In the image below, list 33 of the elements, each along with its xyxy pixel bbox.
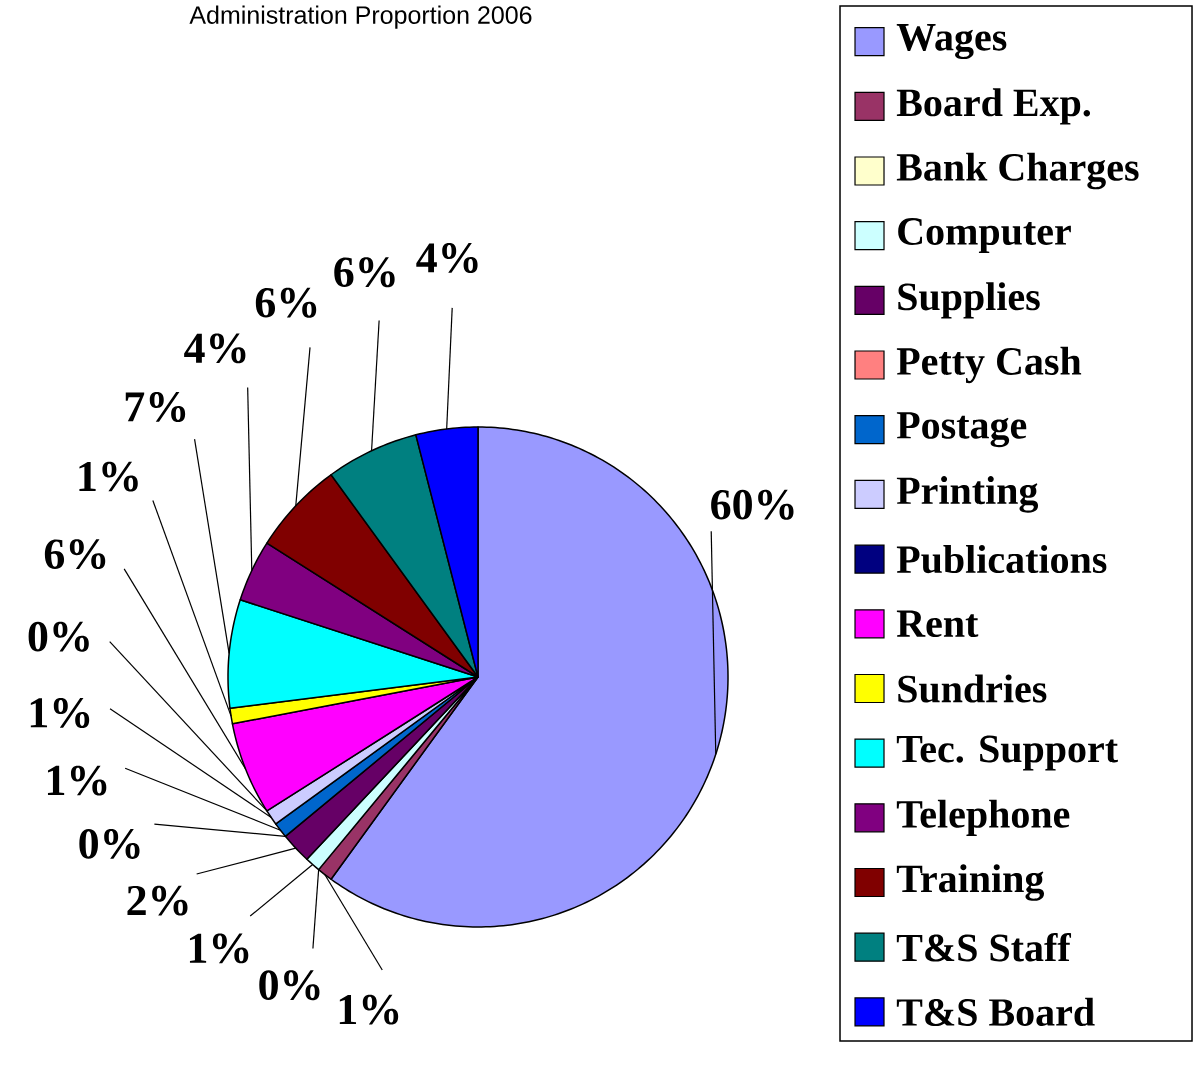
legend-label: Printing [896,476,1039,513]
legend-label: Postage [896,412,1027,448]
data-label: 1% [79,461,138,492]
data-label: 1% [339,994,399,1025]
text: 0% [79,829,140,859]
legend-label: Telephone [896,799,1070,836]
data-label: 4% [416,243,478,273]
data-label: 1% [189,933,249,964]
legend-label: T&S Staff [896,932,1072,962]
data-label: 2% [127,885,188,916]
legend-label: Petty Cash [896,346,1082,384]
legend-label: Computer [898,218,1071,254]
legend-label: T&S Board [896,997,1095,1026]
legend-label: Rent [896,610,979,638]
legend-label: Publications [896,544,1107,574]
legend-label: Tec. Support [896,735,1118,771]
legend-label: Sundries [898,674,1047,703]
chart-title: Administration Proportion 2006 [189,5,532,29]
data-label: 7% [125,392,186,422]
data-label: 1% [30,698,90,728]
data-label: 4% [184,333,246,364]
legend-label: Training [896,864,1045,901]
legend-label: Board Exp. [896,88,1091,125]
legend-label: Bank Charges [896,152,1139,190]
legend-label: Wages [896,24,1007,60]
data-label: 1% [47,765,107,796]
data-label: 6% [255,287,317,318]
data-label: 60% [711,489,794,520]
text: 0% [259,970,320,1001]
data-label: 6% [44,539,106,570]
legend-label: Supplies [898,282,1040,319]
text: 0% [28,621,89,652]
data-label: 6% [334,257,395,288]
